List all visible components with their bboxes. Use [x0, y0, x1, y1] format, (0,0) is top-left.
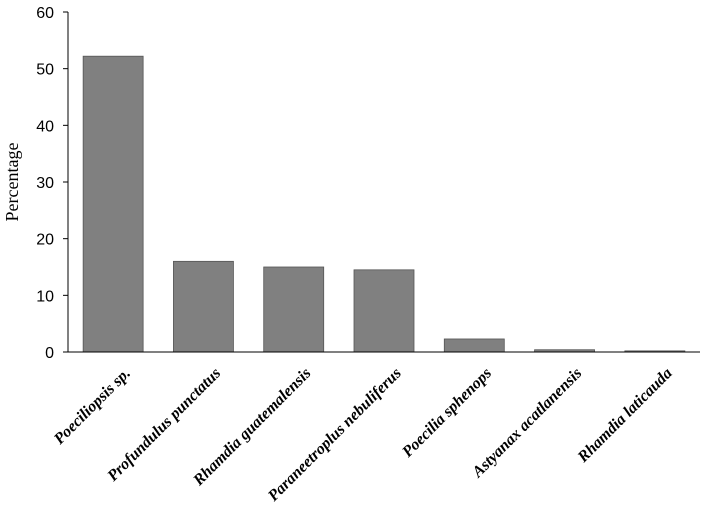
- y-tick-label: 0: [45, 345, 54, 362]
- x-tick-label: Rhamdia laticauda: [574, 365, 676, 467]
- x-tick-label: Poeciliopsis sp.: [50, 365, 134, 449]
- bar: [82, 55, 144, 353]
- bars-group: [82, 55, 686, 353]
- bar: [443, 338, 505, 353]
- y-ticks-group: 0 10 20 30 40 50 60: [36, 5, 68, 362]
- y-tick-label: 30: [36, 175, 54, 192]
- y-tick-label: 50: [36, 62, 54, 79]
- y-axis-label: Percentage: [2, 143, 22, 222]
- y-tick-label: 10: [36, 288, 54, 305]
- y-tick-label: 20: [36, 232, 54, 249]
- x-tick-labels-group: Poeciliopsis sp.Profundulus punctatusRha…: [50, 365, 675, 506]
- bar: [353, 269, 415, 353]
- bar: [173, 260, 234, 353]
- bar: [263, 266, 325, 353]
- x-tick-label: Poecilia sphenops: [398, 365, 495, 462]
- y-tick-label: 60: [36, 5, 54, 22]
- y-tick-label: 40: [36, 118, 54, 135]
